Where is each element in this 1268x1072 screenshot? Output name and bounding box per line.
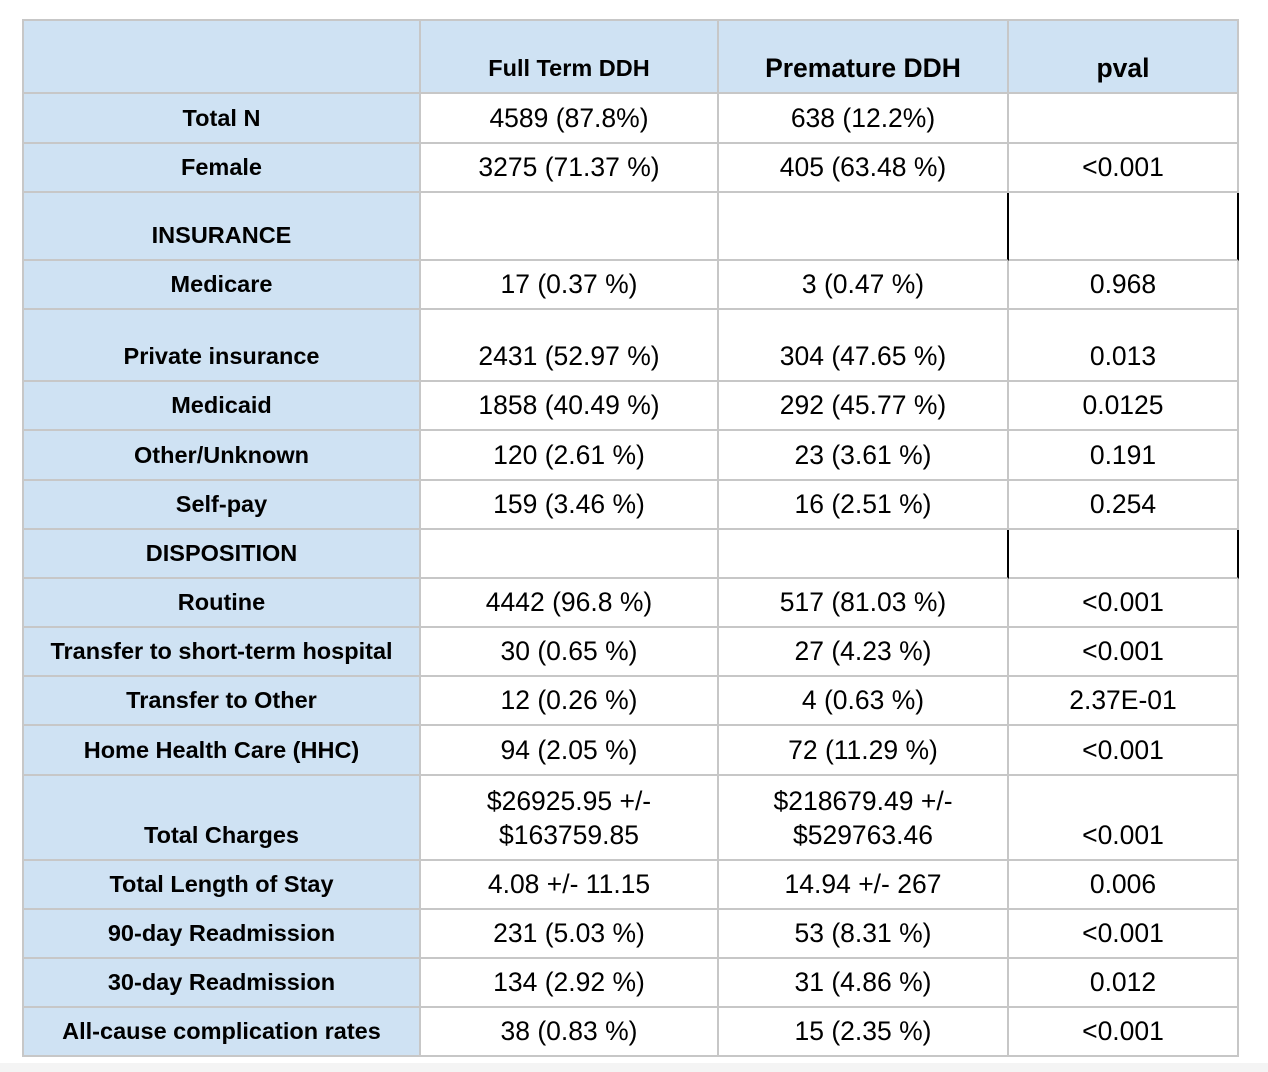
full-term-value: 231 (5.03 %)	[421, 910, 719, 959]
full-term-value: $26925.95 +/- $163759.85	[421, 776, 719, 861]
premature-value: 53 (8.31 %)	[719, 910, 1009, 959]
row-label: 90-day Readmission	[24, 910, 421, 959]
full-term-value: 4.08 +/- 11.15	[421, 861, 719, 910]
premature-value: 31 (4.86 %)	[719, 959, 1009, 1008]
bottom-edge	[0, 1063, 1268, 1072]
full-term-value: 38 (0.83 %)	[421, 1008, 719, 1057]
premature-value: 16 (2.51 %)	[719, 481, 1009, 530]
full-term-value: 4589 (87.8%)	[421, 94, 719, 144]
pval-value	[1009, 530, 1239, 579]
pval-value: <0.001	[1009, 910, 1239, 959]
row-label: Female	[24, 144, 421, 193]
full-term-value: 12 (0.26 %)	[421, 677, 719, 726]
column-header-full-term: Full Term DDH	[421, 21, 719, 94]
pval-value	[1009, 193, 1239, 261]
row-label: Transfer to Other	[24, 677, 421, 726]
full-term-value: 1858 (40.49 %)	[421, 382, 719, 431]
row-label: Routine	[24, 579, 421, 628]
pval-value: <0.001	[1009, 579, 1239, 628]
row-label: 30-day Readmission	[24, 959, 421, 1008]
pval-value: 0.191	[1009, 431, 1239, 481]
full-term-value: 2431 (52.97 %)	[421, 310, 719, 382]
pval-value: <0.001	[1009, 628, 1239, 677]
pval-value: <0.001	[1009, 726, 1239, 776]
full-term-value: 134 (2.92 %)	[421, 959, 719, 1008]
full-term-value: 120 (2.61 %)	[421, 431, 719, 481]
row-label: Other/Unknown	[24, 431, 421, 481]
full-term-value: 30 (0.65 %)	[421, 628, 719, 677]
full-term-value	[421, 193, 719, 261]
row-label: Total Length of Stay	[24, 861, 421, 910]
premature-value: 517 (81.03 %)	[719, 579, 1009, 628]
premature-value: 4 (0.63 %)	[719, 677, 1009, 726]
row-label: Home Health Care (HHC)	[24, 726, 421, 776]
premature-value: 14.94 +/- 267	[719, 861, 1009, 910]
pval-value: <0.001	[1009, 1008, 1239, 1057]
row-label: All-cause complication rates	[24, 1008, 421, 1057]
row-label: Medicaid	[24, 382, 421, 431]
premature-value: 292 (45.77 %)	[719, 382, 1009, 431]
premature-value	[719, 530, 1009, 579]
row-label: Private insurance	[24, 310, 421, 382]
premature-value: 304 (47.65 %)	[719, 310, 1009, 382]
row-label: Medicare	[24, 261, 421, 310]
full-term-value	[421, 530, 719, 579]
pval-value: 0.0125	[1009, 382, 1239, 431]
premature-value: 72 (11.29 %)	[719, 726, 1009, 776]
corner-cell	[24, 21, 421, 94]
pval-value: <0.001	[1009, 144, 1239, 193]
pval-value: 0.006	[1009, 861, 1239, 910]
row-label: Total N	[24, 94, 421, 144]
premature-value: $218679.49 +/- $529763.46	[719, 776, 1009, 861]
pval-value: 2.37E-01	[1009, 677, 1239, 726]
full-term-value: 159 (3.46 %)	[421, 481, 719, 530]
section-label: INSURANCE	[24, 193, 421, 261]
section-label: DISPOSITION	[24, 530, 421, 579]
pval-value: 0.968	[1009, 261, 1239, 310]
row-label: Transfer to short-term hospital	[24, 628, 421, 677]
full-term-value: 4442 (96.8 %)	[421, 579, 719, 628]
full-term-value: 94 (2.05 %)	[421, 726, 719, 776]
column-header-pval: pval	[1009, 21, 1239, 94]
full-term-value: 3275 (71.37 %)	[421, 144, 719, 193]
full-term-value: 17 (0.37 %)	[421, 261, 719, 310]
pval-value: 0.254	[1009, 481, 1239, 530]
pval-value: 0.012	[1009, 959, 1239, 1008]
premature-value: 3 (0.47 %)	[719, 261, 1009, 310]
row-label: Total Charges	[24, 776, 421, 861]
data-table: Full Term DDH Premature DDH pval Total N…	[22, 19, 1239, 1057]
premature-value	[719, 193, 1009, 261]
premature-value: 15 (2.35 %)	[719, 1008, 1009, 1057]
premature-value: 405 (63.48 %)	[719, 144, 1009, 193]
pval-value	[1009, 94, 1239, 144]
premature-value: 27 (4.23 %)	[719, 628, 1009, 677]
premature-value: 23 (3.61 %)	[719, 431, 1009, 481]
pval-value: 0.013	[1009, 310, 1239, 382]
pval-value: <0.001	[1009, 776, 1239, 861]
row-label: Self-pay	[24, 481, 421, 530]
premature-value: 638 (12.2%)	[719, 94, 1009, 144]
column-header-premature: Premature DDH	[719, 21, 1009, 94]
